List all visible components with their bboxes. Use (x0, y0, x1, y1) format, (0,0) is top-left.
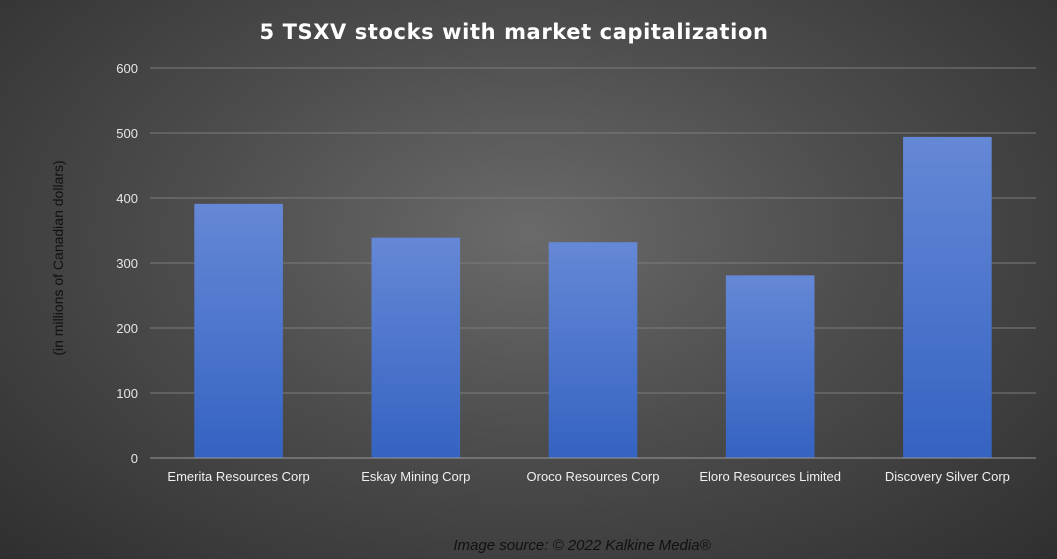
y-tick-label: 100 (116, 386, 138, 401)
chart-title: 5 TSXV stocks with market capitalization (259, 20, 768, 44)
x-category-label: Eskay Mining Corp (361, 469, 470, 484)
y-tick-label: 500 (116, 126, 138, 141)
bar-discovery-silver-corp (903, 136, 992, 458)
y-tick-label: 400 (116, 191, 138, 206)
image-source-caption: Image source: © 2022 Kalkine Media® (453, 537, 711, 554)
bar-oroco-resources-corp (548, 242, 638, 458)
y-tick-label: 300 (116, 256, 138, 271)
x-category-label: Emerita Resources Corp (167, 469, 309, 484)
x-axis-labels: Emerita Resources Corp Eskay Mining Corp O… (167, 469, 1009, 484)
y-axis-ticks: 0 100 200 300 400 500 600 (116, 61, 138, 466)
y-tick-label: 0 (131, 451, 138, 466)
y-tick-label: 600 (116, 61, 138, 76)
bar-eskay-mining-corp (371, 237, 461, 458)
y-axis-label: (in millions of Canadian dollars) (50, 160, 66, 355)
x-category-label: Oroco Resources Corp (527, 469, 660, 484)
bars (194, 136, 992, 458)
x-category-label: Discovery Silver Corp (885, 469, 1010, 484)
bar-emerita-resources-corp (194, 203, 283, 458)
x-category-label: Eloro Resources Limited (699, 469, 841, 484)
y-tick-label: 200 (116, 321, 138, 336)
bar-eloro-resources-limited (725, 275, 815, 458)
